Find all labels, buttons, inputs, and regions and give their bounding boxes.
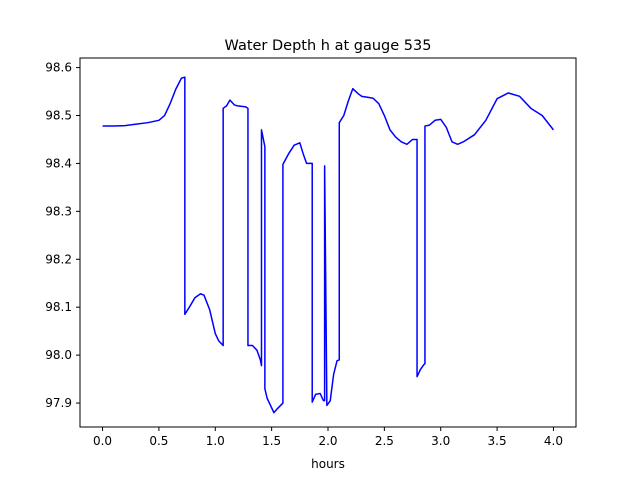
y-tick-label: 98.4 — [45, 156, 72, 170]
x-tick-label: 0.5 — [149, 434, 168, 448]
y-tick-label: 98.3 — [45, 204, 72, 218]
y-tick-label: 98.5 — [45, 109, 72, 123]
x-axis: 0.0 0.5 1.0 1.5 2.0 2.5 3.0 3.5 4.0 — [93, 427, 563, 448]
x-tick-label: 3.0 — [431, 434, 450, 448]
series-layer — [102, 76, 555, 414]
x-tick-label: 3.5 — [488, 434, 507, 448]
chart-title: Water Depth h at gauge 535 — [225, 38, 432, 54]
x-tick-label: 1.0 — [206, 434, 225, 448]
y-axis: 97.9 98.0 98.1 98.2 98.3 98.4 98.5 98.6 — [45, 61, 80, 410]
y-tick-label: 98.1 — [45, 300, 72, 314]
y-tick-label: 98.0 — [45, 348, 72, 362]
x-tick-label: 4.0 — [544, 434, 563, 448]
y-tick-label: 98.6 — [45, 61, 72, 75]
x-tick-label: 0.0 — [93, 434, 112, 448]
series-line — [102, 76, 555, 414]
y-tick-label: 98.2 — [45, 252, 72, 266]
x-tick-label: 1.5 — [262, 434, 281, 448]
plot-area — [79, 57, 577, 428]
x-tick-label: 2.0 — [318, 434, 337, 448]
x-axis-label: hours — [311, 457, 345, 471]
x-tick-label: 2.5 — [375, 434, 394, 448]
y-tick-label: 97.9 — [45, 396, 72, 410]
